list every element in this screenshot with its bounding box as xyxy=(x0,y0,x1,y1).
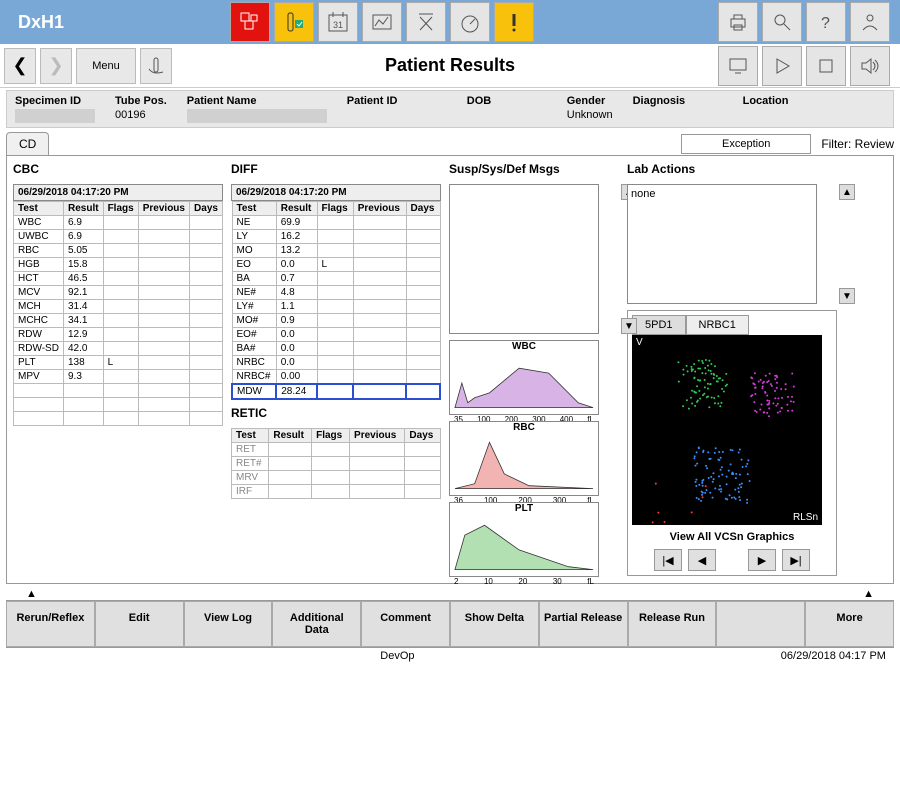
filter-label: Filter: Review xyxy=(821,137,894,151)
tab-row: CD Exception Filter: Review xyxy=(6,132,894,155)
cbc-title: CBC xyxy=(13,162,223,176)
pager-last[interactable]: ▶| xyxy=(782,549,810,571)
bottom-btn-partial-release[interactable]: Partial Release xyxy=(539,601,628,647)
tab-cd[interactable]: CD xyxy=(6,132,49,155)
top-right-icons: ? xyxy=(718,2,900,42)
back-button[interactable]: ❮ xyxy=(4,48,36,84)
gender-label: Gender xyxy=(567,95,613,107)
gender-value: Unknown xyxy=(567,109,613,121)
bottom-btn-view-log[interactable]: View Log xyxy=(184,601,273,647)
forward-button[interactable]: ❯ xyxy=(40,48,72,84)
lab-scroll-down[interactable]: ▼ xyxy=(839,288,855,304)
bottom-btn-rerun-reflex[interactable]: Rerun/Reflex xyxy=(6,601,95,647)
scatter-axis-h: RLSn xyxy=(793,512,818,523)
alert-icon[interactable] xyxy=(494,2,534,42)
rbc-histogram: RBC36100200300fL xyxy=(449,421,599,496)
diff-table: TestResultFlagsPreviousDaysNE69.9LY16.2M… xyxy=(231,201,441,400)
bottom-btn-blank xyxy=(716,601,805,647)
lab-actions-box: none xyxy=(627,184,817,304)
scatter-container: 5PD1 NRBC1 V RLSn View All VCSn Graphics… xyxy=(627,310,837,576)
tube-check-icon[interactable] xyxy=(274,2,314,42)
scatter-tabs: 5PD1 NRBC1 xyxy=(632,315,832,335)
monitor-icon[interactable] xyxy=(718,46,758,86)
plt-histogram: PLT2102030fL xyxy=(449,502,599,577)
tube-pos-value: 00196 xyxy=(115,109,167,121)
search-icon[interactable] xyxy=(762,2,802,42)
print-icon[interactable] xyxy=(718,2,758,42)
lab-actions-title: Lab Actions xyxy=(627,162,837,176)
arrow-up-right: ▲ xyxy=(863,588,874,600)
msgs-scroll-down[interactable]: ▼ xyxy=(621,318,637,334)
bottom-button-bar: Rerun/ReflexEditView LogAdditional DataC… xyxy=(6,600,894,647)
main-content: CBC 06/29/2018 04:17:20 PM TestResultFla… xyxy=(6,155,894,584)
cbc-table: TestResultFlagsPreviousDaysWBC6.9UWBC6.9… xyxy=(13,201,223,426)
page-title: Patient Results xyxy=(385,55,515,76)
help-icon[interactable]: ? xyxy=(806,2,846,42)
retic-title: RETIC xyxy=(231,406,441,420)
svg-text:31: 31 xyxy=(333,20,343,30)
bottom-btn-more[interactable]: More xyxy=(805,601,894,647)
bottom-btn-additional-data[interactable]: Additional Data xyxy=(272,601,361,647)
gauge-icon[interactable] xyxy=(450,2,490,42)
status-timestamp: 06/29/2018 04:17 PM xyxy=(781,650,886,662)
diff-panel: DIFF 06/29/2018 04:17:20 PM TestResultFl… xyxy=(231,162,441,577)
msgs-box xyxy=(449,184,599,334)
patient-name-value xyxy=(187,109,327,123)
scatter-axis-v: V xyxy=(636,337,643,348)
pager-prev[interactable]: ◀ xyxy=(688,549,716,571)
arrow-up-left: ▲ xyxy=(26,588,37,600)
specimen-id-value xyxy=(15,109,95,123)
diff-title: DIFF xyxy=(231,162,441,176)
chart-icon[interactable] xyxy=(362,2,402,42)
scatter-pager: |◀ ◀ ▶ ▶| xyxy=(632,549,832,571)
exception-button[interactable]: Exception xyxy=(681,134,811,154)
workspace-icon[interactable] xyxy=(230,2,270,42)
diff-timestamp: 06/29/2018 04:17:20 PM xyxy=(231,184,441,201)
scatter-plot: V RLSn xyxy=(632,335,822,525)
stop-icon[interactable] xyxy=(806,46,846,86)
bottom-btn-show-delta[interactable]: Show Delta xyxy=(450,601,539,647)
play-icon[interactable] xyxy=(762,46,802,86)
main-icon-row: 31 xyxy=(230,2,534,42)
bottom-btn-release-run[interactable]: Release Run xyxy=(628,601,717,647)
svg-text:?: ? xyxy=(821,15,830,32)
sub-right-icons xyxy=(718,46,900,86)
bottom-btn-edit[interactable]: Edit xyxy=(95,601,184,647)
bottom-btn-comment[interactable]: Comment xyxy=(361,601,450,647)
xbar-icon[interactable] xyxy=(406,2,446,42)
patient-name-label: Patient Name xyxy=(187,95,327,107)
pager-next[interactable]: ▶ xyxy=(748,549,776,571)
view-all-graphics-link[interactable]: View All VCSn Graphics xyxy=(632,531,832,543)
calendar-icon[interactable]: 31 xyxy=(318,2,358,42)
msgs-title: Susp/Sys/Def Msgs xyxy=(449,162,619,176)
lab-scatter-panel: Lab Actions none ▲ ▼ 5PD1 NRBC1 V RLSn V… xyxy=(627,162,837,577)
top-bar: DxH1 31 ? xyxy=(0,0,900,44)
status-mid: DevOp xyxy=(380,650,414,662)
specimen-id-label: Specimen ID xyxy=(15,95,95,107)
dob-label: DOB xyxy=(467,95,547,107)
hand-tube-icon[interactable] xyxy=(140,48,172,84)
patient-id-label: Patient ID xyxy=(347,95,447,107)
tube-pos-label: Tube Pos. xyxy=(115,95,167,107)
scatter-tab-5pd1[interactable]: 5PD1 xyxy=(632,315,686,335)
menu-button[interactable]: Menu xyxy=(76,48,136,84)
scatter-tab-nrbc1[interactable]: NRBC1 xyxy=(686,315,749,335)
sound-icon[interactable] xyxy=(850,46,890,86)
lab-scroll-up[interactable]: ▲ xyxy=(839,184,855,200)
status-bar: DevOp 06/29/2018 04:17 PM xyxy=(6,647,894,664)
diagnosis-label: Diagnosis xyxy=(633,95,723,107)
specimen-info-band: Specimen ID Tube Pos.00196 Patient Name … xyxy=(6,90,894,128)
app-title: DxH1 xyxy=(0,12,230,33)
location-label: Location xyxy=(743,95,789,107)
pager-first[interactable]: |◀ xyxy=(654,549,682,571)
retic-table: TestResultFlagsPreviousDaysRETRET#MRVIRF xyxy=(231,428,441,499)
lab-actions-text: none xyxy=(631,188,655,200)
cbc-timestamp: 06/29/2018 04:17:20 PM xyxy=(13,184,223,201)
wbc-histogram: WBC35100200300400fL xyxy=(449,340,599,415)
msgs-histo-panel: Susp/Sys/Def Msgs ▲ ▼ WBC35100200300400f… xyxy=(449,162,619,577)
sub-bar: ❮ ❯ Menu Patient Results xyxy=(0,44,900,88)
user-icon[interactable] xyxy=(850,2,890,42)
cbc-panel: CBC 06/29/2018 04:17:20 PM TestResultFla… xyxy=(13,162,223,577)
